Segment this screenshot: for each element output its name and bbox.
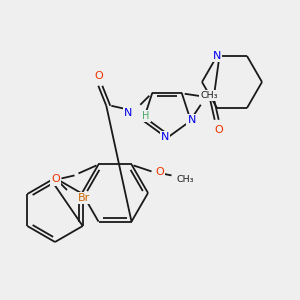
Text: O: O — [214, 125, 223, 135]
Text: CH₃: CH₃ — [200, 91, 218, 100]
Text: O: O — [94, 71, 103, 81]
Text: N: N — [124, 108, 132, 118]
Text: N: N — [161, 132, 169, 142]
Text: O: O — [51, 174, 60, 184]
Text: H: H — [142, 111, 150, 121]
Text: N: N — [188, 115, 196, 125]
Text: O: O — [155, 167, 164, 177]
Text: CH₃: CH₃ — [177, 175, 194, 184]
Text: Br: Br — [78, 193, 90, 203]
Text: N: N — [213, 51, 221, 61]
